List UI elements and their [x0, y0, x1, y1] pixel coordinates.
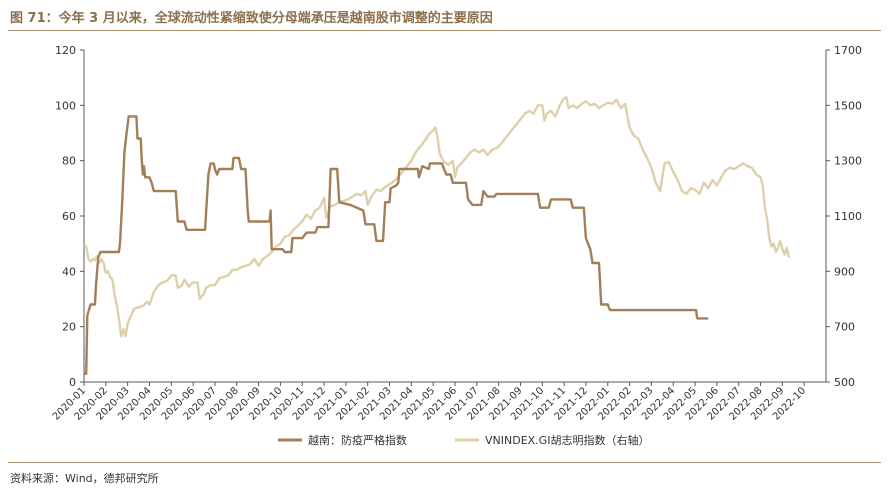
- left-tick-label: 20: [62, 321, 76, 334]
- right-tick-label: 1700: [834, 44, 862, 57]
- figure-title: 图 71：今年 3 月以来，全球流动性紧缩致使分母端承压是越南股市调整的主要原因: [10, 11, 493, 26]
- left-tick-label: 100: [55, 99, 76, 112]
- series-line-prevention-index: [84, 115, 709, 375]
- axis-layer: 0 20 40 60 80 100 120 500 700 900 1100 1300 1500 1700…: [51, 44, 862, 423]
- left-tick-label: 0: [69, 376, 76, 389]
- title-rule: [8, 30, 881, 31]
- series-line-vnindex: [83, 95, 791, 338]
- source-rule: [8, 462, 881, 463]
- right-tick-label: 500: [834, 376, 855, 389]
- right-tick-label: 1500: [834, 99, 862, 112]
- legend-item-vnindex-label: VNINDEX.GI胡志明指数（右轴）: [485, 433, 649, 447]
- left-tick-label: 80: [62, 155, 76, 168]
- left-tick-label: 120: [55, 44, 76, 57]
- legend-item-prevention-index-label: 越南：防疫严格指数: [308, 433, 407, 447]
- right-tick-label: 1100: [834, 210, 862, 223]
- right-tick-label: 1300: [834, 155, 862, 168]
- series-layer: [83, 95, 791, 375]
- legend-layer: 越南：防疫严格指数 VNINDEX.GI胡志明指数（右轴）: [278, 433, 649, 447]
- left-tick-label: 40: [62, 265, 76, 278]
- source-note: 资料来源：Wind，德邦研究所: [10, 472, 159, 485]
- right-tick-label: 900: [834, 265, 855, 278]
- right-tick-label: 700: [834, 321, 855, 334]
- left-tick-label: 60: [62, 210, 76, 223]
